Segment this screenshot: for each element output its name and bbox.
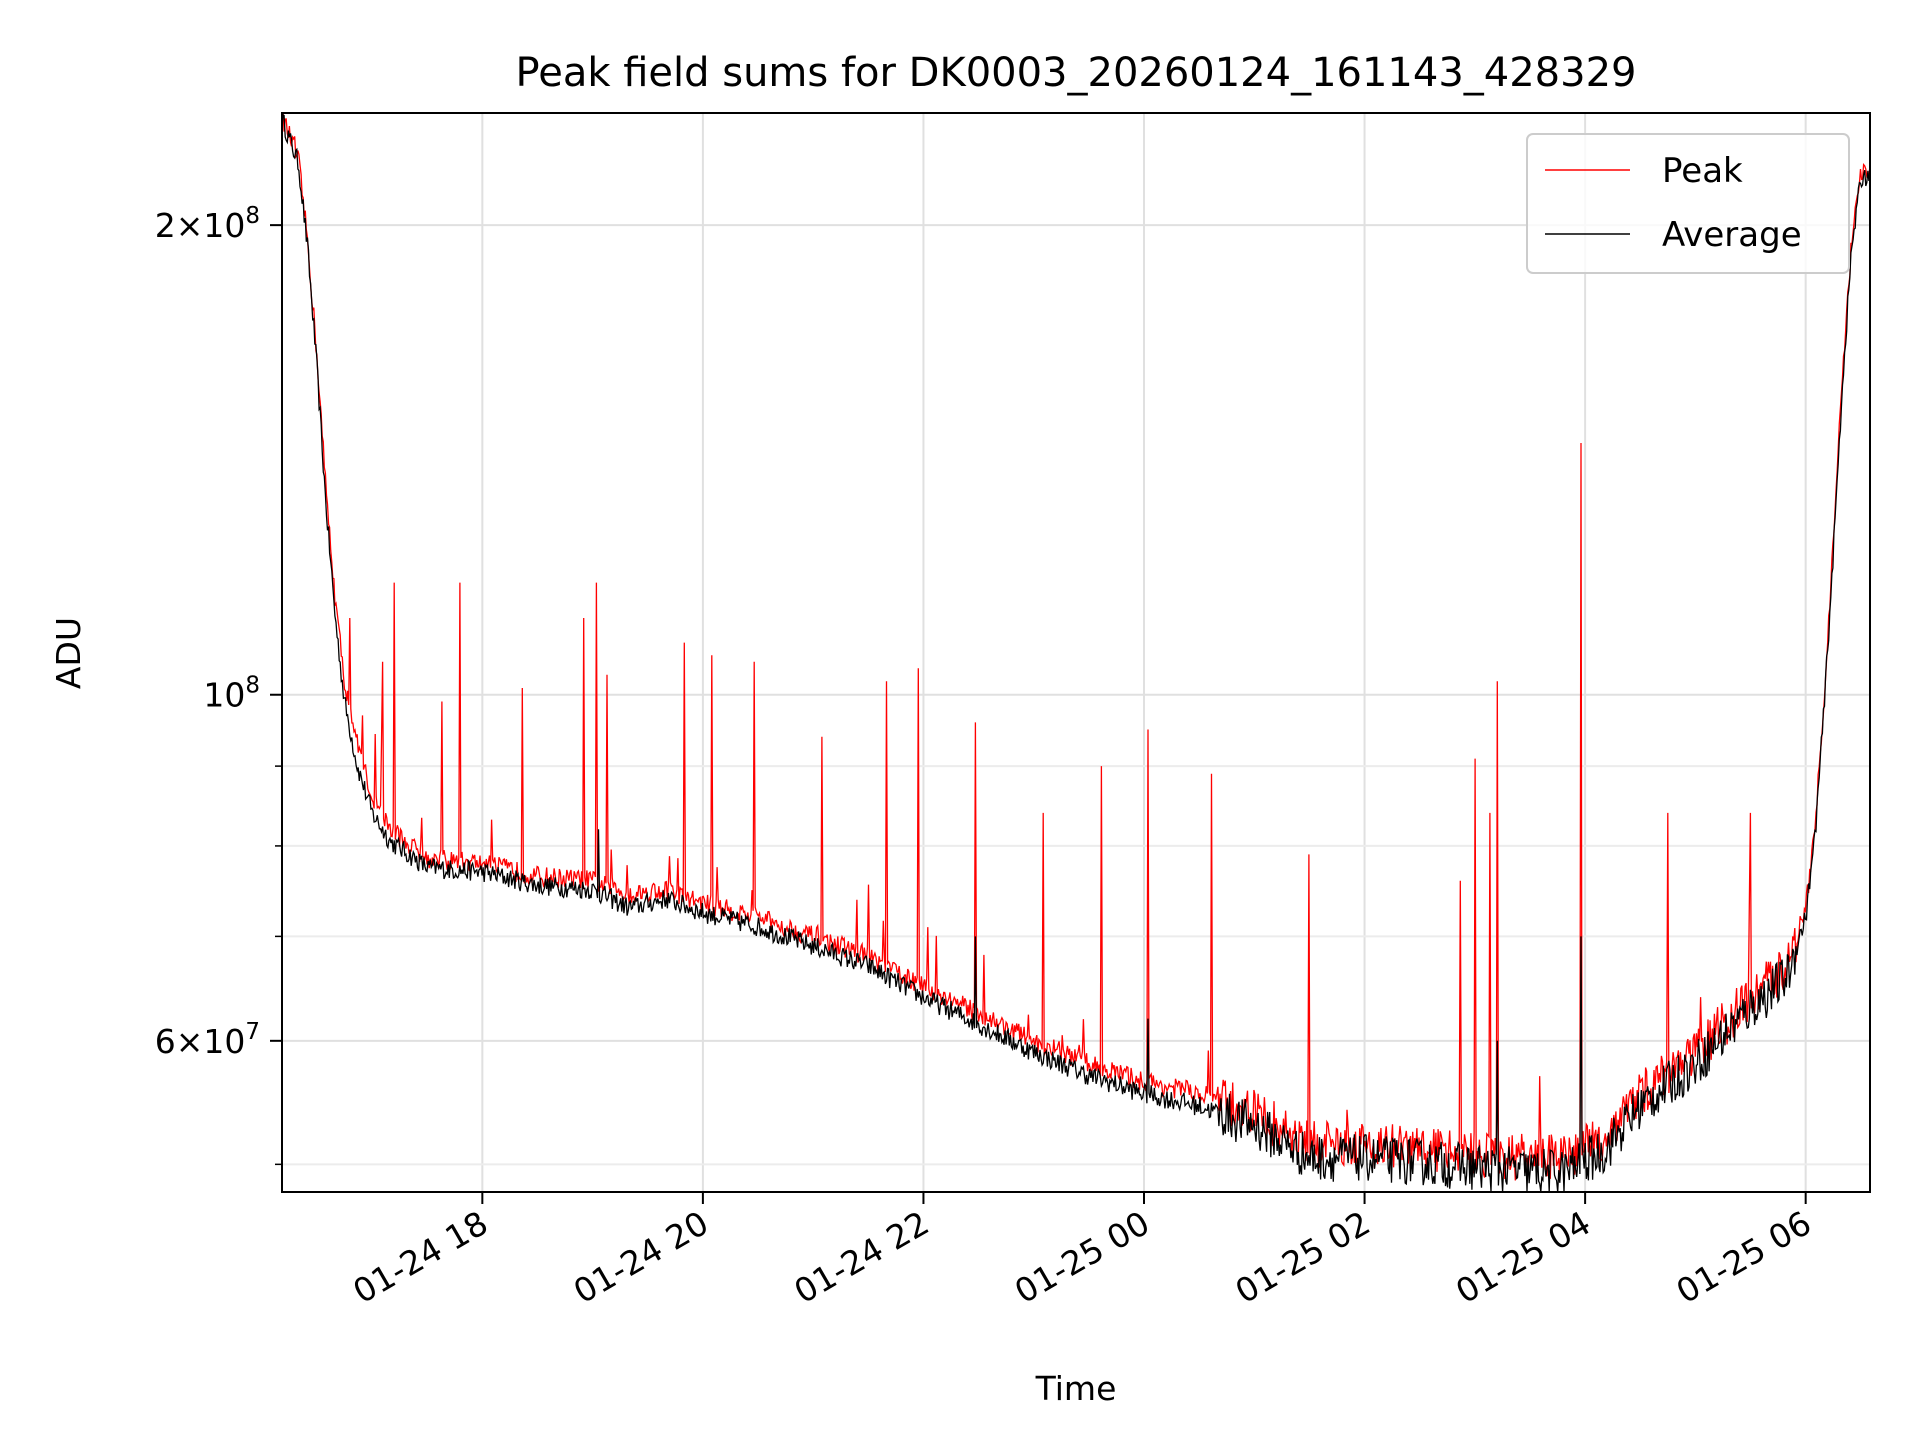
legend: Peak Average — [1526, 133, 1850, 274]
plot-frame — [281, 112, 1871, 1193]
legend-box — [1526, 133, 1850, 274]
y-axis: 6×107 108 2×108 — [155, 203, 282, 1166]
y-axis-label: ADU — [49, 617, 88, 689]
chart-title: Peak field sums for DK0003_20260124_1611… — [516, 50, 1637, 96]
y-tick-label: 2×108 — [155, 203, 260, 245]
series-layer — [281, 112, 1871, 1193]
series-line-peak — [281, 112, 1871, 1182]
y-tick-label: 108 — [203, 673, 260, 715]
series-line-average — [281, 113, 1871, 1193]
y-tick-label: 6×107 — [155, 1019, 260, 1061]
x-axis-label: Time — [1035, 1369, 1117, 1408]
legend-label-average: Average — [1662, 215, 1802, 255]
legend-label-peak: Peak — [1662, 151, 1743, 191]
